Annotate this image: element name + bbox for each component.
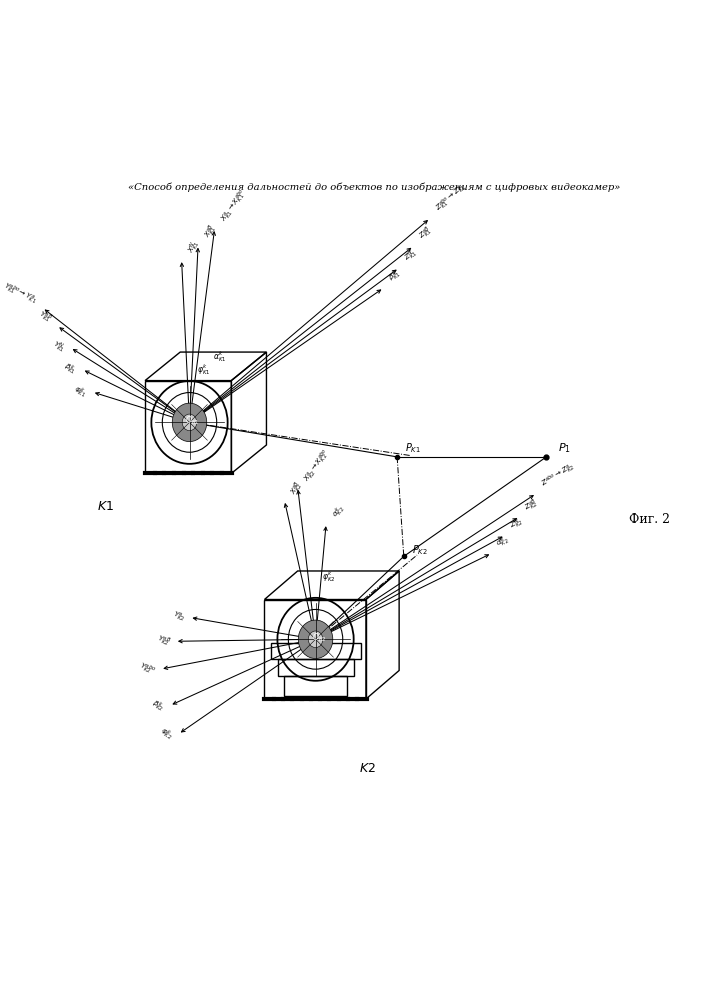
Text: $Y_{K1}^{aB}$: $Y_{K1}^{aB}$ — [36, 308, 54, 326]
Ellipse shape — [308, 631, 323, 648]
Text: $Z^{abo} \rightarrow Z_{K2}^{a}$: $Z^{abo} \rightarrow Z_{K2}^{a}$ — [539, 460, 578, 491]
Ellipse shape — [182, 414, 197, 431]
Ellipse shape — [298, 620, 333, 659]
Text: $Y_{K2}^{aB}$: $Y_{K2}^{aB}$ — [155, 633, 172, 650]
Text: $Z_{K1}^{N}$: $Z_{K1}^{N}$ — [402, 247, 420, 265]
Text: $\varphi_{K1}^{k}$: $\varphi_{K1}^{k}$ — [71, 383, 88, 401]
Text: $X_{K1}^{a} \rightarrow X_{K1}^{abo}$: $X_{K1}^{a} \rightarrow X_{K1}^{abo}$ — [218, 186, 250, 225]
Text: $\alpha_{K1}^{k}$: $\alpha_{K1}^{k}$ — [213, 349, 226, 364]
Text: $Z_{K2}^{aB}$: $Z_{K2}^{aB}$ — [522, 496, 541, 515]
Text: $K1$: $K1$ — [97, 500, 114, 513]
Text: $K2$: $K2$ — [359, 762, 375, 775]
Text: $Y_{K1}^{N}$: $Y_{K1}^{N}$ — [49, 339, 66, 356]
Text: $Y_{K1}^{abo} \rightarrow Y_{K1}^{a}$: $Y_{K1}^{abo} \rightarrow Y_{K1}^{a}$ — [1, 280, 39, 308]
Text: «Способ определения дальностей до объектов по изображениям с цифровых видеокамер: «Способ определения дальностей до объект… — [128, 183, 620, 192]
Text: $\varphi_{K2}^{k}$: $\varphi_{K2}^{k}$ — [157, 725, 175, 743]
Text: $P_{K1}$: $P_{K1}$ — [405, 442, 421, 455]
Text: $\varphi_{K1}^{k}$: $\varphi_{K1}^{k}$ — [197, 362, 211, 377]
Text: $\alpha_{K2}^{k}$: $\alpha_{K2}^{k}$ — [495, 534, 512, 551]
Text: $Y_{K2}^{a}$: $Y_{K2}^{a}$ — [170, 610, 186, 625]
Text: $X_{K2}^{a} \rightarrow X_{K2}^{abo}$: $X_{K2}^{a} \rightarrow X_{K2}^{abo}$ — [301, 446, 334, 485]
Text: $Y_{K2}^{abo}$: $Y_{K2}^{abo}$ — [137, 660, 157, 678]
Text: $P_{K2}$: $P_{K2}$ — [411, 543, 428, 557]
Text: $O_{К1}$: $O_{К1}$ — [185, 414, 200, 427]
Text: $\varphi_{K2}^{k}$: $\varphi_{K2}^{k}$ — [322, 569, 336, 584]
Text: $\beta_{K1}^{k}$: $\beta_{K1}^{k}$ — [387, 267, 404, 285]
Text: $\beta_{K2}^{k}$: $\beta_{K2}^{k}$ — [149, 697, 166, 714]
Text: $O_{К2}$: $O_{К2}$ — [312, 631, 326, 644]
Text: Фиг. 2: Фиг. 2 — [629, 513, 670, 526]
Ellipse shape — [173, 403, 206, 442]
Text: $Z_{K1}^{aB}$: $Z_{K1}^{aB}$ — [416, 224, 436, 243]
Text: $X_{K1}^{N}$: $X_{K1}^{N}$ — [185, 238, 203, 256]
Text: $Z_{K1}^{abo} \rightarrow Z_{K1}^{a}$: $Z_{K1}^{abo} \rightarrow Z_{K1}^{a}$ — [433, 181, 469, 215]
Text: $\alpha_{K2}^{k}$: $\alpha_{K2}^{k}$ — [329, 503, 348, 521]
Text: $\beta_{K1}^{k}$: $\beta_{K1}^{k}$ — [62, 360, 78, 378]
Text: $Z_{K2}^{N}$: $Z_{K2}^{N}$ — [508, 515, 526, 533]
Text: $X_{K2}^{aB}$: $X_{K2}^{aB}$ — [288, 479, 306, 498]
Text: $X_{K1}^{aB}$: $X_{K1}^{aB}$ — [201, 222, 220, 241]
Text: $P_1$: $P_1$ — [559, 442, 571, 455]
